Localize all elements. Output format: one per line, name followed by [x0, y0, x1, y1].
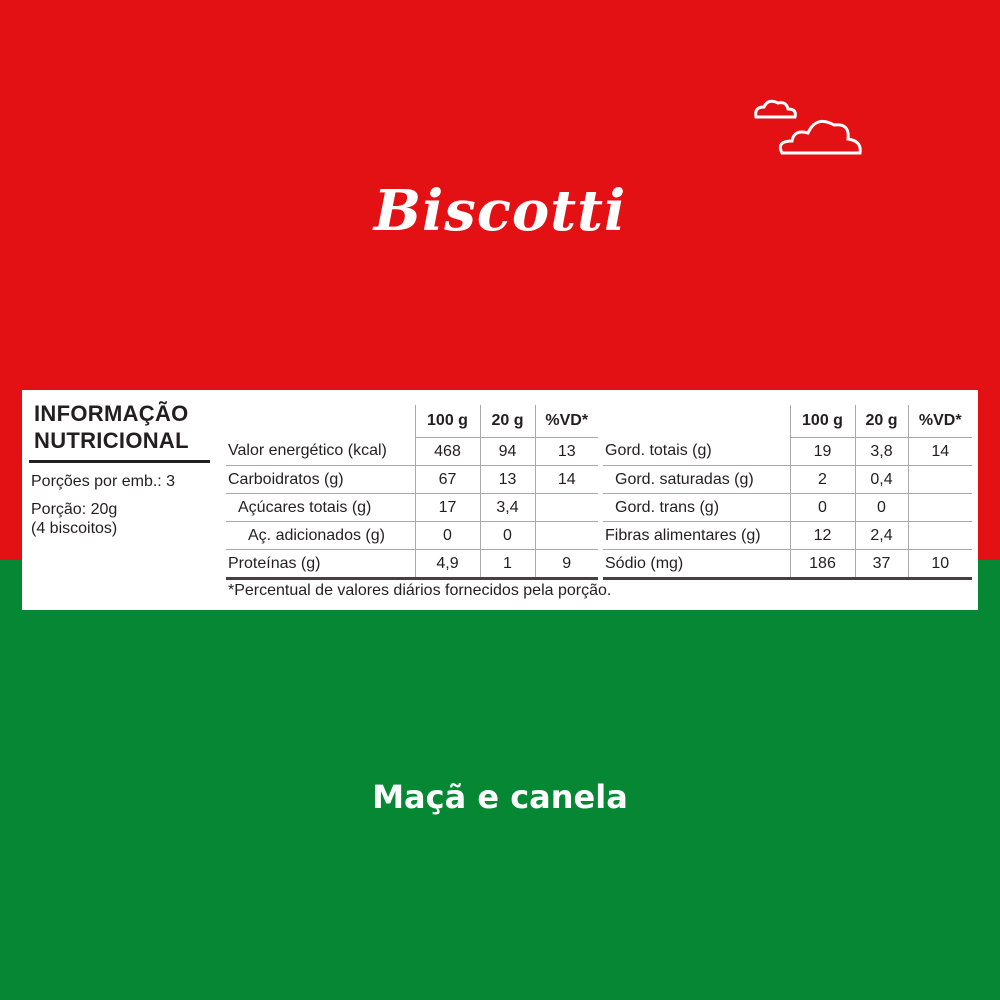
value-20g: 2,4 — [854, 521, 908, 550]
value-vd: 14 — [534, 465, 598, 494]
nutrition-table-right: 100 g 20 g %VD* Gord. totais (g) 19 3,8 14 G… — [603, 405, 972, 580]
clouds-icon — [754, 99, 862, 155]
value-100g: 19 — [789, 437, 855, 466]
header-20g: 20 g — [479, 405, 535, 438]
table-row: Aç. adicionados (g) 0 0 — [226, 521, 598, 550]
header-vd: %VD* — [907, 405, 972, 438]
table-header: 100 g 20 g %VD* — [603, 405, 972, 438]
value-vd — [907, 465, 972, 494]
value-100g: 0 — [414, 521, 480, 550]
portion-size: Porção: 20g — [31, 501, 118, 518]
servings-per-package: Porções por emb.: 3 — [31, 473, 176, 490]
value-100g: 17 — [414, 493, 480, 522]
value-100g: 186 — [789, 549, 855, 580]
nutrient-label: Proteínas (g) — [226, 549, 415, 580]
flavor-name: Maçã e canela — [372, 778, 628, 816]
value-100g: 12 — [789, 521, 855, 550]
value-vd — [907, 493, 972, 522]
value-20g: 3,4 — [479, 493, 535, 522]
table-row: Proteínas (g) 4,9 1 9 — [226, 549, 598, 580]
portion-detail: (4 biscoitos) — [31, 520, 118, 537]
table-row: Valor energético (kcal) 468 94 13 — [226, 437, 598, 466]
green-background — [0, 560, 1000, 1000]
table-row: Carboidratos (g) 67 13 14 — [226, 465, 598, 494]
nutrient-label: Gord. trans (g) — [603, 493, 790, 522]
value-vd: 9 — [534, 549, 598, 580]
header-100g: 100 g — [789, 405, 855, 438]
value-vd — [534, 493, 598, 522]
value-20g: 37 — [854, 549, 908, 580]
nutrient-label: Valor energético (kcal) — [226, 437, 415, 466]
table-row: Sódio (mg) 186 37 10 — [603, 549, 972, 580]
value-vd: 13 — [534, 437, 598, 466]
nutrient-label: Açúcares totais (g) — [226, 493, 415, 522]
nutrition-table-left: 100 g 20 g %VD* Valor energético (kcal) 4… — [226, 405, 598, 580]
value-20g: 3,8 — [854, 437, 908, 466]
table-header: 100 g 20 g %VD* — [226, 405, 598, 438]
value-20g: 0 — [854, 493, 908, 522]
value-20g: 0 — [479, 521, 535, 550]
table-row: Fibras alimentares (g) 12 2,4 — [603, 521, 972, 550]
header-100g: 100 g — [414, 405, 480, 438]
value-100g: 0 — [789, 493, 855, 522]
value-vd: 10 — [907, 549, 972, 580]
nutrition-facts-panel: INFORMAÇÃO NUTRICIONAL Porções por emb.:… — [22, 390, 978, 610]
table-row: Gord. totais (g) 19 3,8 14 — [603, 437, 972, 466]
value-vd: 14 — [907, 437, 972, 466]
value-100g: 2 — [789, 465, 855, 494]
nutrient-label: Fibras alimentares (g) — [603, 521, 790, 550]
nutrient-label: Gord. totais (g) — [603, 437, 790, 466]
value-20g: 94 — [479, 437, 535, 466]
nutrient-label: Sódio (mg) — [603, 549, 790, 580]
nutrient-label: Gord. saturadas (g) — [603, 465, 790, 494]
value-vd — [534, 521, 598, 550]
footnote: *Percentual de valores diários fornecido… — [228, 582, 612, 599]
value-100g: 468 — [414, 437, 480, 466]
value-20g: 1 — [479, 549, 535, 580]
table-row: Açúcares totais (g) 17 3,4 — [226, 493, 598, 522]
value-20g: 0,4 — [854, 465, 908, 494]
title-divider — [29, 460, 210, 463]
value-100g: 4,9 — [414, 549, 480, 580]
header-20g: 20 g — [854, 405, 908, 438]
table-row: Gord. trans (g) 0 0 — [603, 493, 972, 522]
nutrient-label: Aç. adicionados (g) — [226, 521, 415, 550]
nutrition-title: INFORMAÇÃO NUTRICIONAL — [34, 400, 189, 454]
title-line1: INFORMAÇÃO — [34, 401, 189, 426]
header-vd: %VD* — [534, 405, 598, 438]
table-row: Gord. saturadas (g) 2 0,4 — [603, 465, 972, 494]
brand-logo: Biscotti — [373, 178, 627, 244]
value-vd — [907, 521, 972, 550]
value-100g: 67 — [414, 465, 480, 494]
nutrient-label: Carboidratos (g) — [226, 465, 415, 494]
value-20g: 13 — [479, 465, 535, 494]
title-line2: NUTRICIONAL — [34, 428, 189, 453]
